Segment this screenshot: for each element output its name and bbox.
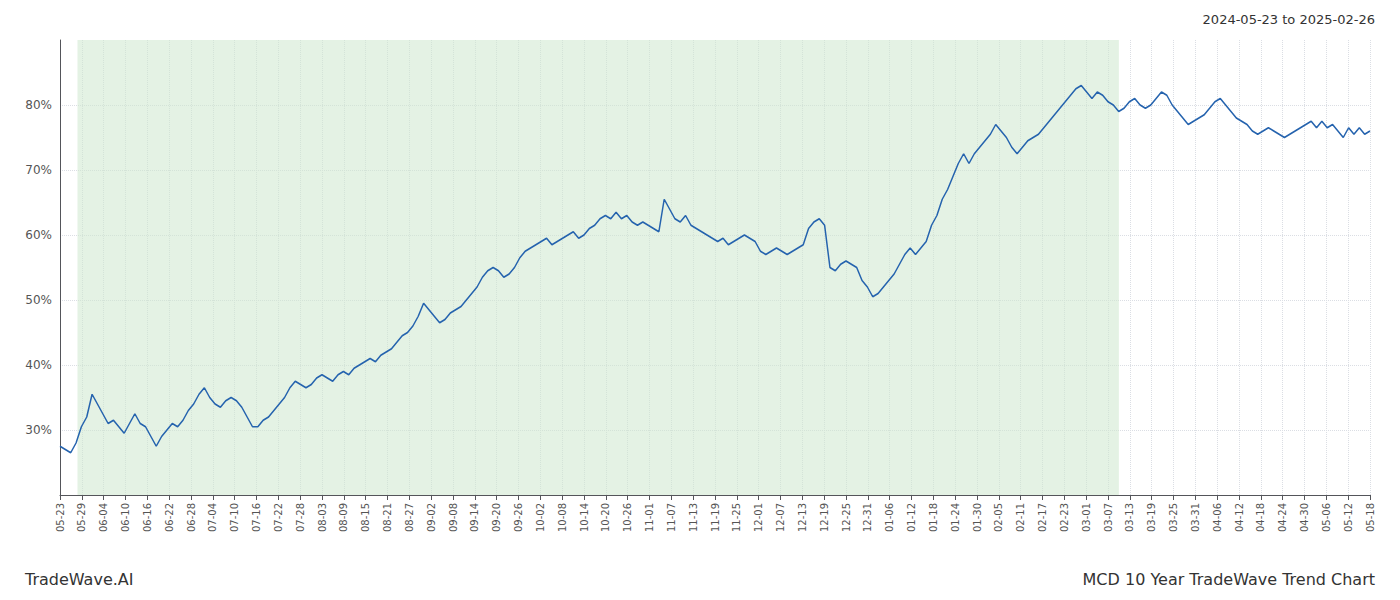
svg-text:01-24: 01-24 [950,503,961,532]
svg-text:06-22: 06-22 [164,503,175,532]
svg-text:08-27: 08-27 [404,503,415,532]
svg-text:05-06: 05-06 [1321,503,1332,532]
svg-text:TradeWave.AI: TradeWave.AI [24,570,133,589]
svg-text:08-21: 08-21 [382,503,393,532]
svg-text:05-12: 05-12 [1343,503,1354,532]
svg-text:07-16: 07-16 [251,503,262,532]
svg-text:08-03: 08-03 [317,503,328,532]
svg-text:80%: 80% [25,98,52,112]
svg-text:05-23: 05-23 [55,503,66,532]
svg-text:04-06: 04-06 [1212,503,1223,532]
svg-text:10-26: 10-26 [622,503,633,532]
svg-text:08-15: 08-15 [360,503,371,532]
svg-text:03-01: 03-01 [1081,503,1092,532]
svg-text:09-02: 09-02 [426,503,437,532]
svg-text:50%: 50% [25,293,52,307]
svg-text:04-24: 04-24 [1277,503,1288,532]
svg-text:40%: 40% [25,358,52,372]
svg-text:05-18: 05-18 [1365,503,1376,532]
svg-text:03-25: 03-25 [1168,503,1179,532]
svg-text:2024-05-23 to 2025-02-26: 2024-05-23 to 2025-02-26 [1203,12,1375,27]
svg-text:12-19: 12-19 [819,503,830,532]
svg-text:11-25: 11-25 [731,503,742,532]
svg-text:04-30: 04-30 [1299,503,1310,532]
svg-text:02-05: 02-05 [993,503,1004,532]
svg-text:MCD 10 Year TradeWave Trend Ch: MCD 10 Year TradeWave Trend Chart [1083,570,1375,589]
svg-text:02-23: 02-23 [1059,503,1070,532]
svg-text:08-09: 08-09 [338,503,349,532]
svg-text:11-07: 11-07 [666,503,677,532]
svg-text:06-16: 06-16 [142,503,153,532]
svg-text:30%: 30% [25,423,52,437]
svg-text:01-06: 01-06 [884,503,895,532]
svg-text:04-18: 04-18 [1255,503,1266,532]
svg-text:06-28: 06-28 [186,503,197,532]
svg-text:03-19: 03-19 [1146,503,1157,532]
svg-text:02-17: 02-17 [1037,503,1048,532]
svg-text:11-01: 11-01 [644,503,655,532]
svg-text:70%: 70% [25,163,52,177]
svg-text:07-10: 07-10 [229,503,240,532]
svg-text:12-13: 12-13 [797,503,808,532]
svg-text:10-14: 10-14 [579,503,590,532]
svg-text:07-28: 07-28 [295,503,306,532]
svg-text:12-25: 12-25 [841,503,852,532]
svg-text:02-11: 02-11 [1015,503,1026,532]
svg-text:03-13: 03-13 [1124,503,1135,532]
svg-text:01-18: 01-18 [928,503,939,532]
svg-text:10-08: 10-08 [557,503,568,532]
svg-text:12-31: 12-31 [862,503,873,532]
svg-text:03-31: 03-31 [1190,503,1201,532]
svg-text:60%: 60% [25,228,52,242]
svg-text:01-30: 01-30 [972,503,983,532]
svg-text:01-12: 01-12 [906,503,917,532]
svg-text:06-10: 06-10 [120,503,131,532]
svg-text:04-12: 04-12 [1234,503,1245,532]
svg-text:07-22: 07-22 [273,503,284,532]
svg-text:07-04: 07-04 [207,503,218,532]
svg-text:09-20: 09-20 [491,503,502,532]
svg-text:05-29: 05-29 [76,503,87,532]
svg-text:11-13: 11-13 [688,503,699,532]
svg-text:03-07: 03-07 [1103,503,1114,532]
svg-text:06-04: 06-04 [98,503,109,532]
svg-text:09-14: 09-14 [469,503,480,532]
svg-text:10-20: 10-20 [600,503,611,532]
svg-text:10-02: 10-02 [535,503,546,532]
svg-text:09-08: 09-08 [448,503,459,532]
svg-text:11-19: 11-19 [710,503,721,532]
svg-text:09-26: 09-26 [513,503,524,532]
svg-text:12-07: 12-07 [775,503,786,532]
svg-text:12-01: 12-01 [753,503,764,532]
